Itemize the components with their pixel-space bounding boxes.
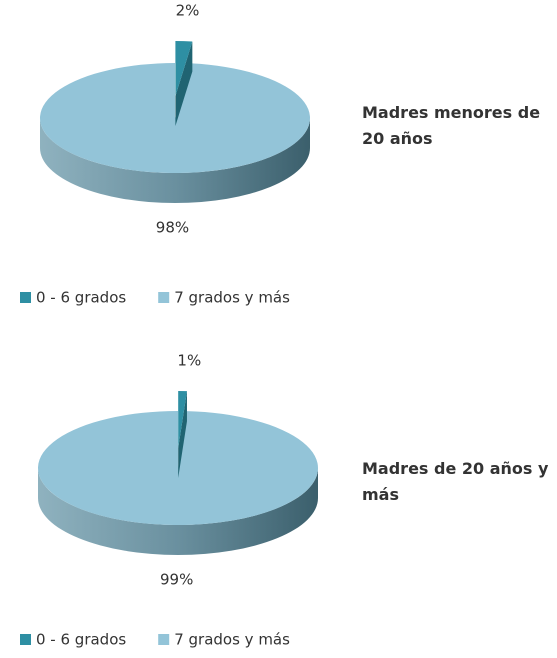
pie-slice [175,41,193,97]
pie-slice [39,63,310,173]
data-label: 1% [177,352,201,370]
legend-swatch [20,292,31,303]
pie-slice [178,391,187,449]
legend-swatch [158,292,170,303]
legend-swatch [20,634,31,645]
slice-side [178,391,187,479]
legend-label: 7 grados y más [174,289,290,307]
legend-label: 7 grados y más [174,631,290,649]
data-label: 99% [160,571,193,589]
chart-title: Madres de 20 años y más [362,459,549,504]
slice-side [175,41,193,127]
data-label: 98% [156,219,189,237]
data-label: 2% [176,2,200,20]
chart-title: Madres menores de 20 años [362,103,541,148]
legend-label: 0 - 6 grados [36,289,126,307]
legend-swatch [158,634,170,645]
pie-side [38,468,318,555]
legend-label: 0 - 6 grados [36,631,126,649]
pie-side [40,118,310,203]
pie-slice [38,411,319,525]
